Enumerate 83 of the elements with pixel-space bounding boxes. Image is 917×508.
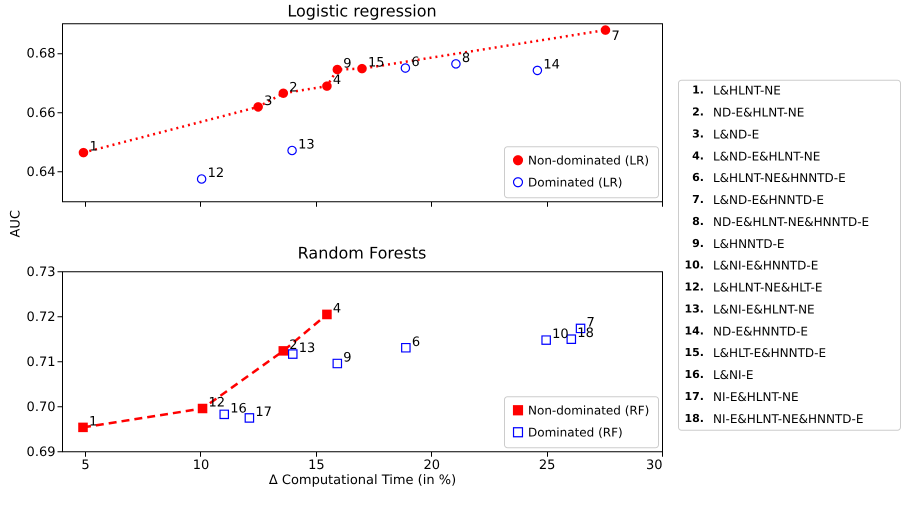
point — [541, 335, 551, 345]
text: 6. L&HLNT-NE&HNNTD-E — [692, 171, 846, 186]
point — [287, 146, 297, 156]
x-axis-title: Δ Computational Time (in %) — [268, 472, 456, 488]
annotation: 7 — [611, 29, 620, 44]
point — [451, 59, 461, 69]
y-tick-label: 0.69 — [26, 444, 56, 460]
text: 2. ND-E&HLNT-NE — [692, 106, 804, 120]
annotation: 9 — [343, 56, 352, 72]
point — [196, 174, 206, 184]
text: 15. L&HLT-E&HNNTD-E — [684, 346, 826, 360]
text: 4. L&ND-E&HLNT-NE — [692, 149, 820, 164]
annotation: 2 — [289, 338, 298, 353]
legend-label: Non-dominated (LR) — [528, 153, 650, 168]
annotation: 13 — [298, 138, 315, 153]
chart-title: Logistic regression — [287, 1, 437, 20]
text: 3. L&ND-E — [692, 127, 760, 142]
point — [219, 410, 230, 420]
annotation: 4 — [332, 73, 342, 88]
text: 1. L&HLNT-NE — [692, 84, 781, 98]
point — [600, 25, 610, 35]
text: 7. L&ND-E&HNNTD-E — [692, 193, 824, 208]
x-tick-label: 25 — [538, 458, 556, 473]
y-tick-label: 0.66 — [26, 106, 56, 121]
text: 12. L&HLNT-NE&HLT-E — [684, 280, 822, 295]
y-tick-label: 0.73 — [26, 264, 56, 280]
annotation: 6 — [412, 334, 420, 350]
annotation: 3 — [264, 94, 272, 109]
point — [532, 66, 542, 76]
point — [332, 64, 342, 74]
text: 9. L&HNNTD-E — [692, 236, 785, 251]
point — [78, 148, 88, 158]
text: 13. L&NI-E&HLNT-NE — [684, 302, 815, 316]
annotation: 8 — [462, 50, 470, 66]
y-tick-label: 0.68 — [26, 46, 56, 62]
point — [401, 342, 411, 353]
annotation: 16 — [230, 401, 247, 416]
annotation: 1 — [89, 140, 98, 155]
x-tick-label: 15 — [308, 458, 325, 473]
text: 10. L&NI-E&HNNTD-E — [684, 258, 818, 273]
annotation: 14 — [543, 57, 560, 72]
point — [322, 81, 332, 91]
point — [278, 346, 288, 356]
annotation: 15 — [368, 56, 385, 71]
text: 14. ND-E&HNNTD-E — [684, 324, 808, 338]
text: 8. ND-E&HLNT-NE&HNNTD-E — [692, 214, 870, 229]
point — [357, 64, 367, 74]
annotation: 10 — [552, 327, 569, 342]
y-tick-label: 0.72 — [26, 310, 56, 325]
point — [278, 88, 288, 98]
annotation: 12 — [208, 396, 226, 410]
point — [244, 413, 254, 423]
text: 17. NI-E&HLNT-NE — [684, 390, 799, 404]
legend-label: Dominated (RF) — [528, 425, 623, 440]
legend-label: Non-dominated (RF) — [528, 403, 650, 418]
annotation: 2 — [289, 80, 298, 96]
point — [322, 310, 332, 320]
y-tick-label: 0.64 — [26, 165, 56, 180]
annotation: 6 — [411, 55, 420, 70]
x-tick-label: 30 — [646, 458, 662, 473]
point — [332, 358, 342, 368]
annotation: 1 — [89, 414, 98, 430]
point — [78, 422, 88, 432]
y-axis-title: AUC — [8, 210, 24, 238]
text: 16. L&NI-E — [684, 368, 754, 382]
point — [253, 102, 263, 112]
x-tick-label: 10 — [192, 458, 210, 473]
y-tick-label: 0.70 — [26, 400, 56, 415]
text: 18. NI-E&HLNT-NE&HNNTD-E — [684, 412, 864, 426]
point — [566, 334, 576, 344]
y-tick-label: 0.71 — [26, 354, 56, 370]
annotation: 9 — [343, 350, 352, 366]
point — [400, 63, 410, 73]
annotation: 4 — [332, 301, 342, 316]
annotation: 12 — [208, 166, 224, 181]
annotation: 13 — [298, 341, 316, 356]
point — [288, 349, 298, 359]
annotation: 17 — [255, 404, 272, 420]
point — [198, 404, 208, 414]
chart-title: Random Forests — [298, 243, 426, 262]
legend-label: Dominated (LR) — [528, 175, 622, 190]
x-tick-label: 20 — [423, 458, 440, 473]
x-tick-label: 5 — [81, 458, 90, 473]
